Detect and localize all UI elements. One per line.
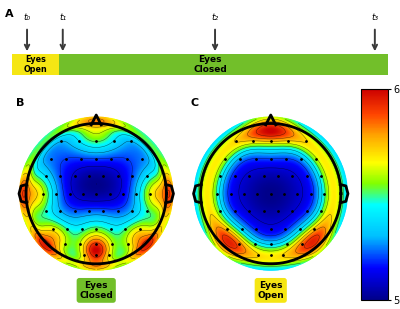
Text: t₀: t₀	[24, 13, 31, 22]
Text: t₁: t₁	[59, 13, 66, 22]
Text: Eyes
Closed: Eyes Closed	[79, 281, 113, 300]
Text: Eyes
Open: Eyes Open	[257, 281, 284, 300]
Text: Eyes
Closed: Eyes Closed	[194, 55, 227, 74]
Text: B: B	[16, 98, 24, 108]
Text: t₃: t₃	[371, 13, 378, 22]
PathPatch shape	[186, 102, 355, 285]
PathPatch shape	[12, 102, 180, 285]
Bar	[59, 54, 388, 75]
Text: t₂: t₂	[212, 13, 219, 22]
Text: A: A	[4, 9, 13, 19]
Text: C: C	[190, 98, 198, 108]
Text: Eyes
Open: Eyes Open	[24, 55, 47, 74]
Bar	[12, 54, 59, 75]
